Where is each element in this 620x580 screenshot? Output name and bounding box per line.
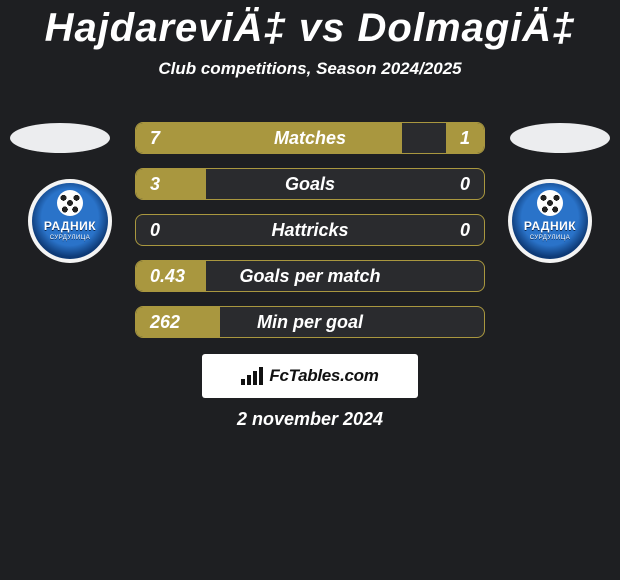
- stat-label: Hattricks: [136, 215, 484, 245]
- badge-subtext: СУРДУЛИЦА: [512, 235, 588, 241]
- stat-label: Goals: [136, 169, 484, 199]
- right-team-badge: РАДНИК СУРДУЛИЦА: [508, 179, 592, 263]
- stat-value-right: 0: [460, 215, 470, 245]
- stat-row-matches: 7 Matches 1: [135, 122, 485, 154]
- right-ellipse: [510, 123, 610, 153]
- badge-text: РАДНИК: [32, 219, 108, 233]
- stat-label: Min per goal: [136, 307, 484, 337]
- left-ellipse: [10, 123, 110, 153]
- bars-icon: [241, 367, 263, 385]
- stat-label: Goals per match: [136, 261, 484, 291]
- stat-row-goals-per-match: 0.43 Goals per match: [135, 260, 485, 292]
- brand-text: FcTables.com: [269, 366, 378, 386]
- stat-row-min-per-goal: 262 Min per goal: [135, 306, 485, 338]
- subtitle: Club competitions, Season 2024/2025: [0, 59, 620, 79]
- badge-ball-icon: [57, 190, 83, 216]
- brand-logo: FcTables.com: [202, 354, 418, 398]
- page-title: HajdareviÄ‡ vs DolmagiÄ‡: [0, 0, 620, 51]
- stat-value-right: 0: [460, 169, 470, 199]
- stat-row-hattricks: 0 Hattricks 0: [135, 214, 485, 246]
- stat-value-right: 1: [460, 123, 470, 153]
- date-text: 2 november 2024: [0, 409, 620, 430]
- badge-text: РАДНИК: [512, 219, 588, 233]
- stats-bars: 7 Matches 1 3 Goals 0 0 Hattricks 0 0.43…: [135, 122, 485, 352]
- badge-ball-icon: [537, 190, 563, 216]
- left-team-badge: РАДНИК СУРДУЛИЦА: [28, 179, 112, 263]
- stat-row-goals: 3 Goals 0: [135, 168, 485, 200]
- badge-subtext: СУРДУЛИЦА: [32, 235, 108, 241]
- stat-label: Matches: [136, 123, 484, 153]
